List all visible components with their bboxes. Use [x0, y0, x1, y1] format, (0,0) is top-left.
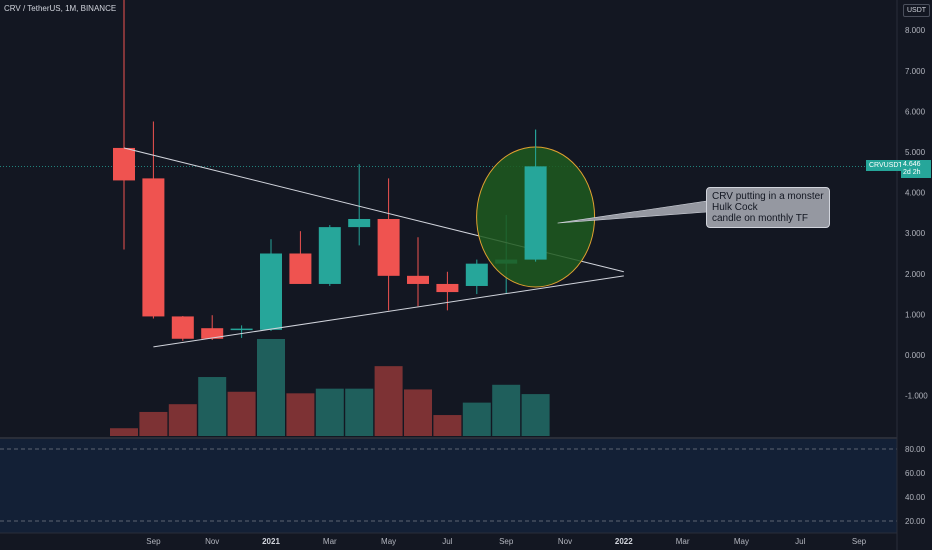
oscillator-tick-label: 20.00 [905, 517, 926, 526]
callout-line-1: CRV putting in a monster [712, 191, 824, 202]
time-tick-label: Nov [558, 537, 572, 546]
candle-body [113, 147, 135, 181]
price-tick-label: -1.000 [905, 392, 928, 401]
oscillator-background [0, 438, 897, 533]
volume-pane [110, 339, 550, 436]
volume-bar [110, 428, 138, 436]
lower-trendline [153, 275, 624, 348]
volume-bar [198, 377, 227, 436]
volume-bar [521, 394, 550, 436]
time-tick-label: Jul [442, 537, 452, 546]
time-tick-label: Mar [676, 537, 690, 546]
price-axis[interactable]: 8.000 7.000 6.000 5.000 4.000 3.000 2.000 1.000… [896, 0, 928, 550]
candle-body [260, 253, 282, 330]
volume-bar [315, 388, 344, 436]
price-tick-label: 7.000 [905, 67, 926, 76]
volume-bar [345, 388, 374, 436]
candle-body [201, 328, 224, 339]
price-tick-label: 1.000 [905, 310, 926, 319]
time-tick-label: May [734, 537, 749, 546]
symbol-title[interactable]: CRV / TetherUS, 1M, BINANCE [4, 4, 117, 13]
time-tick-label: Sep [146, 537, 161, 546]
time-tick-label: 2022 [615, 537, 633, 546]
candle-body [289, 253, 312, 284]
oscillator-tick-label: 60.00 [905, 469, 926, 478]
price-tick-label: 2.000 [905, 270, 926, 279]
last-price-value: 4.646 [903, 161, 921, 168]
callout-line-2: Hulk Cock [712, 202, 758, 213]
price-tick-label: 6.000 [905, 107, 926, 116]
callout-line-3: candle on monthly TF [712, 213, 808, 224]
candle-body [348, 218, 371, 228]
candle-body [230, 328, 253, 331]
volume-bar [462, 402, 491, 436]
volume-bar [168, 404, 197, 436]
volume-bar [374, 366, 403, 436]
price-tick-label: 0.000 [905, 351, 926, 360]
volume-bar [139, 411, 168, 436]
volume-bar [227, 391, 256, 436]
time-axis[interactable]: Sep Nov 2021 Mar May Jul Sep Nov 2022 Mar May Jul Se… [0, 532, 897, 546]
oscillator-pane[interactable] [0, 437, 897, 533]
candle-body [465, 263, 488, 286]
price-tick-label: 3.000 [905, 229, 926, 238]
candle-body [377, 218, 400, 276]
price-tick-label: 5.000 [905, 148, 926, 157]
price-pane[interactable] [0, 0, 897, 341]
volume-bar [492, 384, 521, 436]
candle-body [142, 178, 165, 317]
time-tick-label: 2021 [262, 537, 280, 546]
candle-body [318, 227, 341, 284]
volume-bar [404, 389, 432, 436]
volume-bar [286, 393, 315, 436]
time-tick-label: Mar [323, 537, 337, 546]
time-tick-label: Sep [499, 537, 514, 546]
last-price-label: 4.646 2d 2h [901, 160, 931, 178]
time-tick-label: May [381, 537, 396, 546]
candle-body [436, 283, 459, 293]
volume-bar [433, 415, 462, 436]
time-tick-label: Sep [852, 537, 867, 546]
symbol-price-tag: CRVUSDT [866, 160, 906, 171]
oscillator-tick-label: 40.00 [905, 493, 926, 502]
oscillator-tick-label: 80.00 [905, 445, 926, 454]
currency-button[interactable]: USDT [903, 4, 931, 17]
time-tick-label: Nov [205, 537, 219, 546]
oscillator-axis[interactable]: 80.00 60.00 40.00 20.00 [905, 445, 926, 526]
candle-body [407, 275, 429, 284]
time-tick-label: Jul [795, 537, 805, 546]
candle-body [524, 166, 547, 260]
highlight-layer[interactable] [476, 129, 708, 288]
callout-annotation[interactable]: CRV putting in a monster Hulk Cock candl… [706, 187, 830, 228]
volume-bar [257, 339, 285, 436]
price-tick-label: 8.000 [905, 26, 926, 35]
price-tick-label: 4.000 [905, 189, 926, 198]
candle-body [171, 316, 194, 339]
bar-countdown: 2d 2h [903, 169, 921, 176]
